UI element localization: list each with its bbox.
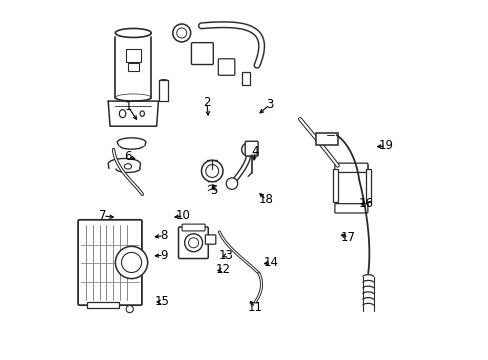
Text: 1: 1 — [124, 100, 131, 113]
FancyBboxPatch shape — [191, 42, 213, 64]
FancyBboxPatch shape — [336, 164, 367, 207]
Circle shape — [121, 252, 142, 273]
FancyBboxPatch shape — [334, 163, 367, 172]
Text: 7: 7 — [99, 210, 106, 222]
Text: 15: 15 — [154, 296, 169, 309]
Text: 17: 17 — [340, 231, 355, 244]
FancyBboxPatch shape — [205, 235, 215, 244]
FancyBboxPatch shape — [78, 220, 142, 305]
Text: 6: 6 — [124, 150, 131, 163]
FancyBboxPatch shape — [126, 49, 140, 62]
Text: 5: 5 — [210, 184, 217, 197]
Text: 3: 3 — [265, 98, 273, 111]
FancyBboxPatch shape — [218, 59, 234, 75]
Circle shape — [226, 178, 237, 189]
FancyBboxPatch shape — [178, 227, 208, 258]
Text: 2: 2 — [203, 96, 210, 109]
Text: 16: 16 — [358, 197, 373, 210]
Text: 19: 19 — [378, 139, 393, 152]
FancyBboxPatch shape — [242, 72, 250, 85]
FancyBboxPatch shape — [182, 224, 204, 231]
Circle shape — [205, 165, 218, 177]
Text: 4: 4 — [251, 145, 259, 158]
Circle shape — [188, 238, 198, 248]
FancyBboxPatch shape — [365, 169, 370, 202]
Circle shape — [201, 160, 223, 182]
Text: 11: 11 — [247, 301, 262, 314]
Text: 18: 18 — [258, 193, 273, 206]
Text: 13: 13 — [219, 249, 234, 262]
FancyBboxPatch shape — [128, 63, 139, 71]
Text: 9: 9 — [160, 249, 167, 262]
FancyBboxPatch shape — [334, 204, 367, 213]
Text: 14: 14 — [264, 256, 278, 269]
Circle shape — [241, 143, 254, 156]
FancyBboxPatch shape — [244, 141, 258, 156]
FancyBboxPatch shape — [315, 133, 337, 145]
FancyBboxPatch shape — [159, 80, 168, 101]
Circle shape — [126, 306, 133, 313]
Circle shape — [115, 246, 147, 279]
Circle shape — [184, 234, 202, 252]
Text: 8: 8 — [160, 229, 167, 242]
Circle shape — [176, 28, 186, 38]
Circle shape — [172, 24, 190, 42]
Text: 12: 12 — [215, 263, 230, 276]
Text: 10: 10 — [176, 210, 191, 222]
FancyBboxPatch shape — [332, 169, 337, 202]
FancyBboxPatch shape — [86, 302, 119, 309]
